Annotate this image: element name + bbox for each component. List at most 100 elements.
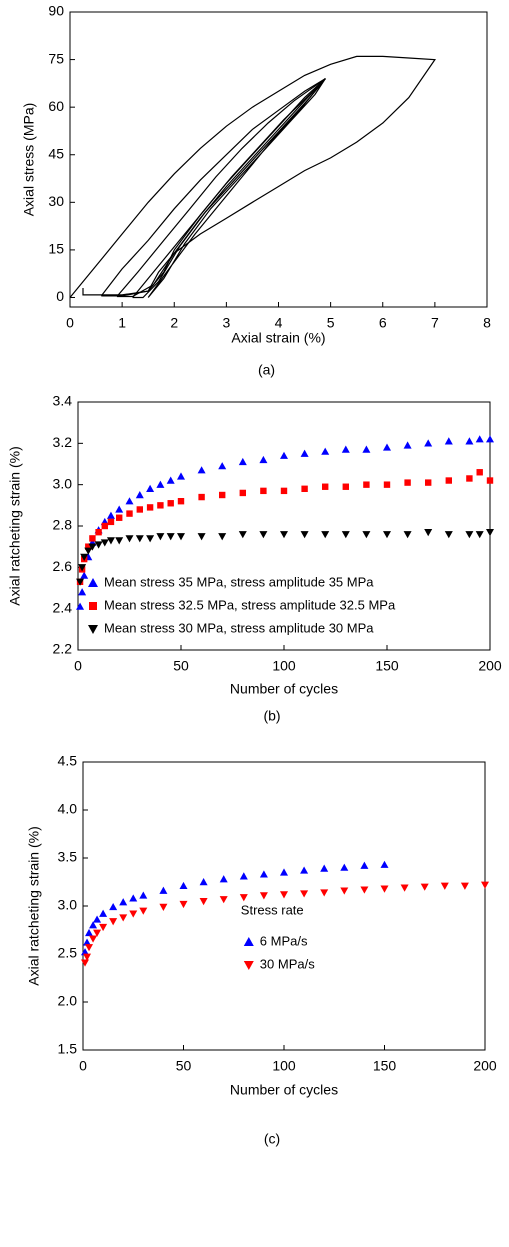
marker (93, 915, 102, 923)
legend-label: 30 MPa/s (260, 956, 315, 971)
marker (166, 533, 175, 541)
marker (404, 479, 411, 486)
marker (199, 878, 208, 886)
marker (94, 541, 103, 549)
marker (107, 518, 115, 526)
x-tick-label: 3 (222, 315, 230, 331)
y-tick-label: 3.0 (58, 897, 78, 913)
marker (425, 479, 432, 486)
marker (280, 891, 288, 899)
marker (300, 449, 309, 457)
x-tick-label: 8 (483, 315, 491, 331)
marker (95, 529, 102, 536)
y-tick-label: 2.4 (53, 599, 73, 615)
marker (321, 447, 330, 455)
marker (179, 881, 188, 890)
marker (119, 914, 128, 922)
x-tick-label: 1 (118, 315, 126, 331)
marker (322, 483, 329, 490)
x-tick-label: 5 (327, 315, 335, 331)
legend-title: Stress rate (241, 902, 304, 917)
data-line (116, 78, 326, 298)
marker (146, 484, 155, 492)
marker (135, 535, 144, 543)
marker (139, 891, 148, 899)
y-tick-label: 3.0 (53, 475, 73, 491)
y-axis-label: Axial ratcheting strain (%) (7, 446, 23, 606)
marker (157, 502, 164, 509)
marker (125, 535, 134, 543)
marker (80, 571, 89, 579)
marker (106, 511, 115, 519)
marker (486, 529, 494, 537)
marker (360, 861, 369, 869)
x-tick-label: 6 (379, 315, 387, 331)
y-tick-label: 60 (48, 98, 64, 114)
marker (76, 578, 85, 586)
marker (239, 894, 248, 902)
y-tick-label: 75 (48, 50, 64, 66)
marker (78, 564, 87, 572)
marker (239, 872, 248, 880)
marker (403, 441, 412, 449)
marker (80, 553, 89, 561)
marker (380, 860, 389, 868)
x-tick-label: 0 (74, 658, 82, 674)
marker (465, 437, 474, 445)
x-tick-label: 150 (375, 658, 399, 674)
marker (260, 487, 267, 495)
y-tick-label: 3.2 (53, 434, 73, 450)
marker (106, 537, 115, 545)
marker (129, 894, 138, 902)
legend-label: 6 MPa/s (260, 933, 308, 948)
marker (340, 863, 349, 871)
marker (280, 487, 288, 495)
marker (238, 457, 247, 466)
marker (85, 944, 94, 952)
marker (199, 898, 208, 906)
marker (321, 531, 330, 539)
marker (383, 531, 391, 539)
legend-marker (89, 602, 97, 610)
y-tick-label: 4.5 (58, 753, 78, 769)
x-tick-label: 100 (272, 1058, 296, 1074)
marker (218, 533, 227, 541)
marker (239, 489, 246, 497)
y-tick-label: 2.8 (53, 517, 73, 533)
y-tick-label: 4.0 (58, 801, 78, 817)
marker (341, 445, 350, 453)
y-axis-label: Axial stress (MPa) (21, 103, 37, 217)
marker (115, 505, 124, 513)
marker (403, 531, 412, 539)
marker (125, 497, 134, 505)
y-tick-label: 30 (48, 193, 64, 209)
marker (424, 439, 433, 447)
marker (383, 481, 391, 488)
legend-label: Mean stress 35 MPa, stress amplitude 35 … (104, 574, 374, 589)
y-tick-label: 0 (56, 288, 64, 304)
plot-frame (77, 401, 491, 651)
marker (380, 885, 389, 893)
marker (116, 514, 123, 521)
marker (166, 476, 175, 484)
marker (420, 883, 429, 891)
marker (85, 543, 92, 550)
marker (177, 498, 185, 505)
marker (475, 531, 484, 539)
x-tick-label: 0 (66, 315, 74, 331)
plot-frame (69, 11, 488, 308)
marker (400, 884, 409, 892)
panel-caption: (b) (263, 708, 280, 724)
marker (476, 469, 483, 476)
marker (440, 882, 449, 890)
marker (89, 921, 98, 929)
marker (100, 539, 109, 547)
marker (99, 923, 108, 932)
marker (129, 910, 138, 918)
y-tick-label: 3.4 (53, 393, 73, 409)
marker (139, 907, 148, 915)
marker (219, 896, 228, 904)
marker (146, 504, 154, 511)
y-tick-label: 2.6 (53, 558, 73, 574)
legend-label: Mean stress 32.5 MPa, stress amplitude 3… (104, 597, 396, 612)
